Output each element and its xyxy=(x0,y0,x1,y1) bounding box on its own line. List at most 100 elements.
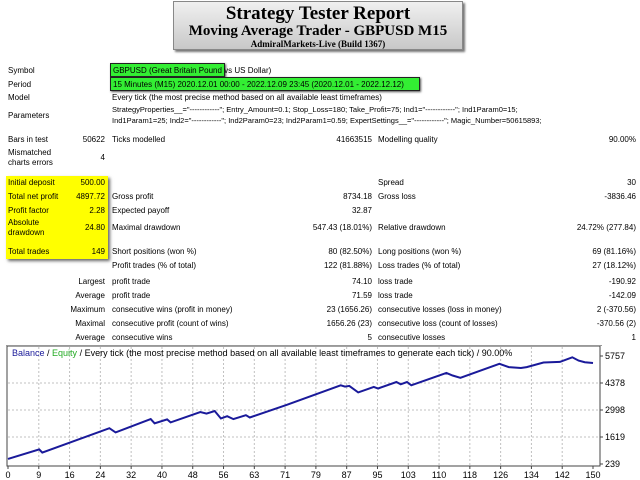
maximal-profit-value: 1656.26 (23) xyxy=(326,319,372,328)
y-tick-label: 1619 xyxy=(605,432,625,442)
bars-value: 50622 xyxy=(82,135,105,144)
report-header: Strategy Tester Report Moving Average Tr… xyxy=(173,1,463,50)
net-profit-value: 4897.72 xyxy=(76,192,105,201)
parameters-line1: StrategyProperties__="------------"; Ent… xyxy=(112,105,518,114)
profit-factor-label: Profit factor xyxy=(8,206,49,215)
x-tick-label: 9 xyxy=(36,470,41,480)
server-build: AdmiralMarkets-Live (Build 1367) xyxy=(250,39,386,49)
net-profit-label: Total net profit xyxy=(8,192,59,201)
total-trades-value: 149 xyxy=(91,247,105,256)
avg-wins-value: 5 xyxy=(367,333,372,342)
ticks-value: 41663515 xyxy=(336,135,372,144)
symbol-highlight xyxy=(110,63,225,77)
abs-drawdown-label-2: drawdown xyxy=(8,228,45,237)
max-wins-label: consecutive wins (profit in money) xyxy=(112,305,233,314)
x-tick-label: 118 xyxy=(463,470,477,480)
total-trades-label: Total trades xyxy=(8,247,50,256)
x-tick-label: 16 xyxy=(65,470,75,480)
initial-deposit-value: 500.00 xyxy=(80,178,105,187)
profit-trades-label: Profit trades (% of total) xyxy=(112,261,197,270)
period-highlight xyxy=(110,77,420,91)
average-loss-label: loss trade xyxy=(378,291,413,300)
legend-equity: Equity xyxy=(52,348,78,358)
expected-payoff-label: Expected payoff xyxy=(112,206,170,215)
average-profit-label: profit trade xyxy=(112,291,151,300)
symbol-value: GBPUSD (Great Britain Pound vs US Dollar… xyxy=(113,66,272,75)
x-tick-label: 40 xyxy=(157,470,167,480)
chart-legend: Balance / Equity / Every tick (the most … xyxy=(12,348,512,358)
x-tick-label: 63 xyxy=(249,470,259,480)
spread-label: Spread xyxy=(378,178,404,187)
quality-value: 90.00% xyxy=(608,135,636,144)
balance-chart: Balance / Equity / Every tick (the most … xyxy=(5,346,625,480)
largest-loss-label: loss trade xyxy=(378,277,413,286)
average-label: Average xyxy=(75,291,105,300)
period-value: 15 Minutes (M15) 2020.12.01 00:00 - 2022… xyxy=(113,80,404,89)
balance-series-line xyxy=(7,356,594,460)
x-tick-label: 150 xyxy=(585,470,600,480)
x-tick-label: 24 xyxy=(95,470,105,480)
long-positions-label: Long positions (won %) xyxy=(378,247,462,256)
legend-balance: Balance xyxy=(12,348,45,358)
gross-profit-label: Gross profit xyxy=(112,192,154,201)
abs-drawdown-label-1: Absolute xyxy=(8,218,40,227)
x-tick-label: 134 xyxy=(524,470,539,480)
avg-losses-value: 1 xyxy=(631,333,636,342)
y-tick-label: 2998 xyxy=(605,405,625,415)
mismatch-label-1: Mismatched xyxy=(8,148,52,157)
max-drawdown-label: Maximal drawdown xyxy=(112,223,181,232)
rel-drawdown-value: 24.72% (277.84) xyxy=(576,223,636,232)
parameters-line2: Ind1Param1=25; Ind2="------------"; Ind2… xyxy=(112,116,542,125)
gross-loss-value: -3836.46 xyxy=(604,192,636,201)
mismatch-label-2: charts errors xyxy=(8,158,53,167)
max-drawdown-value: 547.43 (18.01%) xyxy=(312,223,372,232)
largest-label: Largest xyxy=(78,277,105,286)
symbol-label: Symbol xyxy=(8,66,35,75)
largest-loss-value: -190.92 xyxy=(608,277,636,286)
x-tick-label: 56 xyxy=(219,470,229,480)
x-tick-label: 126 xyxy=(493,470,508,480)
x-tick-label: 87 xyxy=(342,470,352,480)
avg-consecutive-label: Average xyxy=(75,333,105,342)
x-tick-label: 32 xyxy=(126,470,136,480)
gross-loss-label: Gross loss xyxy=(378,192,416,201)
profit-trades-value: 122 (81.88%) xyxy=(323,261,372,270)
x-tick-label: 0 xyxy=(5,470,10,480)
maximal-profit-label: consecutive profit (count of wins) xyxy=(112,319,229,328)
maximal-loss-value: -370.56 (2) xyxy=(596,319,636,328)
loss-trades-label: Loss trades (% of total) xyxy=(378,261,461,270)
legend-separator: / xyxy=(45,348,53,358)
x-tick-label: 110 xyxy=(432,470,446,480)
x-tick-label: 48 xyxy=(188,470,198,480)
abs-drawdown-value: 24.80 xyxy=(84,223,105,232)
profit-factor-value: 2.28 xyxy=(89,206,105,215)
largest-profit-label: profit trade xyxy=(112,277,151,286)
y-tick-label: 5757 xyxy=(605,351,625,361)
mismatch-value: 4 xyxy=(100,153,105,162)
model-label: Model xyxy=(8,93,30,102)
max-losses-value: 2 (-370.56) xyxy=(596,305,636,314)
average-loss-value: -142.09 xyxy=(608,291,636,300)
model-value: Every tick (the most precise method base… xyxy=(112,93,382,102)
gross-profit-value: 8734.18 xyxy=(343,192,372,201)
long-positions-value: 69 (81.16%) xyxy=(592,247,636,256)
maximal-label: Maximal xyxy=(75,319,105,328)
maximal-loss-label: consecutive loss (count of losses) xyxy=(378,319,498,328)
report-title: Strategy Tester Report xyxy=(225,3,411,24)
avg-wins-label: consecutive wins xyxy=(112,333,173,342)
y-tick-label: 239 xyxy=(605,459,620,469)
y-tick-label: 4378 xyxy=(605,378,625,388)
max-losses-label: consecutive losses (loss in money) xyxy=(378,305,502,314)
ticks-label: Ticks modelled xyxy=(112,135,166,144)
maximum-label: Maximum xyxy=(70,305,105,314)
rel-drawdown-label: Relative drawdown xyxy=(378,223,446,232)
quality-label: Modelling quality xyxy=(378,135,438,144)
legend-description: / Every tick (the most precise method ba… xyxy=(77,348,512,358)
max-wins-value: 23 (1656.26) xyxy=(326,305,372,314)
initial-deposit-label: Initial deposit xyxy=(8,178,55,187)
plot-area xyxy=(6,346,601,467)
x-tick-label: 103 xyxy=(401,470,416,480)
key-stats-highlight xyxy=(6,176,108,259)
largest-profit-value: 74.10 xyxy=(351,277,372,286)
x-tick-label: 95 xyxy=(372,470,382,480)
